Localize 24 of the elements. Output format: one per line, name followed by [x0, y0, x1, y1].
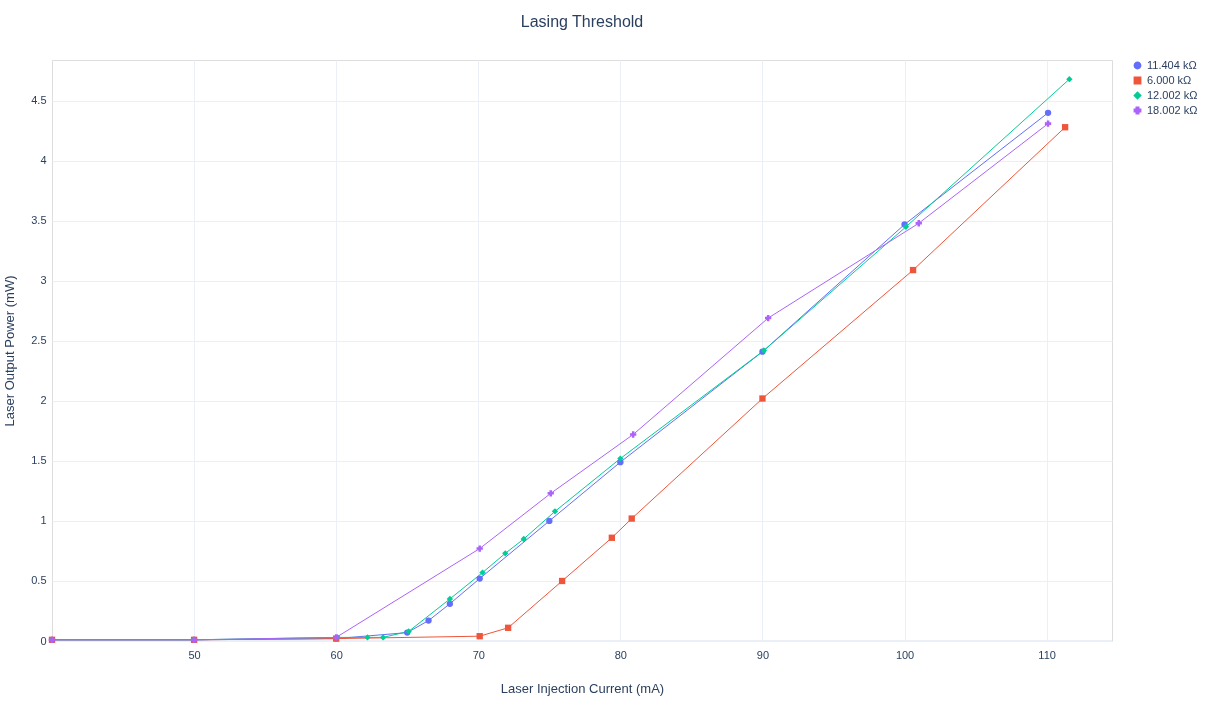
- y-tick-label: 2.5: [31, 334, 47, 347]
- legend-label: 12.002 kΩ: [1147, 88, 1198, 101]
- x-tick-label: 110: [1038, 648, 1056, 661]
- x-tick-label: 50: [188, 648, 201, 661]
- x-tick-label: 90: [756, 648, 770, 661]
- y-tick-label: 3: [40, 274, 47, 287]
- y-tick-label: 3.5: [31, 214, 47, 227]
- y-tick-label: 2: [40, 394, 47, 407]
- chart-title: Lasing Threshold: [520, 13, 644, 30]
- legend-label: 6.000 kΩ: [1147, 73, 1192, 86]
- y-tick-label: 1.5: [31, 454, 47, 467]
- y-tick-label: 1: [40, 514, 47, 527]
- y-tick-label: 4.5: [31, 94, 47, 107]
- legend-label: 18.002 kΩ: [1147, 103, 1198, 116]
- x-tick-label: 80: [614, 648, 627, 661]
- x-axis-title: Laser Injection Current (mA): [500, 680, 665, 696]
- y-tick-label: 0.5: [31, 574, 47, 587]
- y-tick-label: 0: [40, 634, 47, 647]
- x-tick-label: 70: [472, 648, 485, 661]
- x-tick-label: 100: [895, 648, 915, 661]
- x-tick-label: 60: [330, 648, 343, 661]
- y-axis-title: Laser Output Power (mW): [2, 275, 18, 427]
- y-tick-label: 4: [40, 154, 47, 167]
- legend-label: 11.404 kΩ: [1147, 58, 1197, 71]
